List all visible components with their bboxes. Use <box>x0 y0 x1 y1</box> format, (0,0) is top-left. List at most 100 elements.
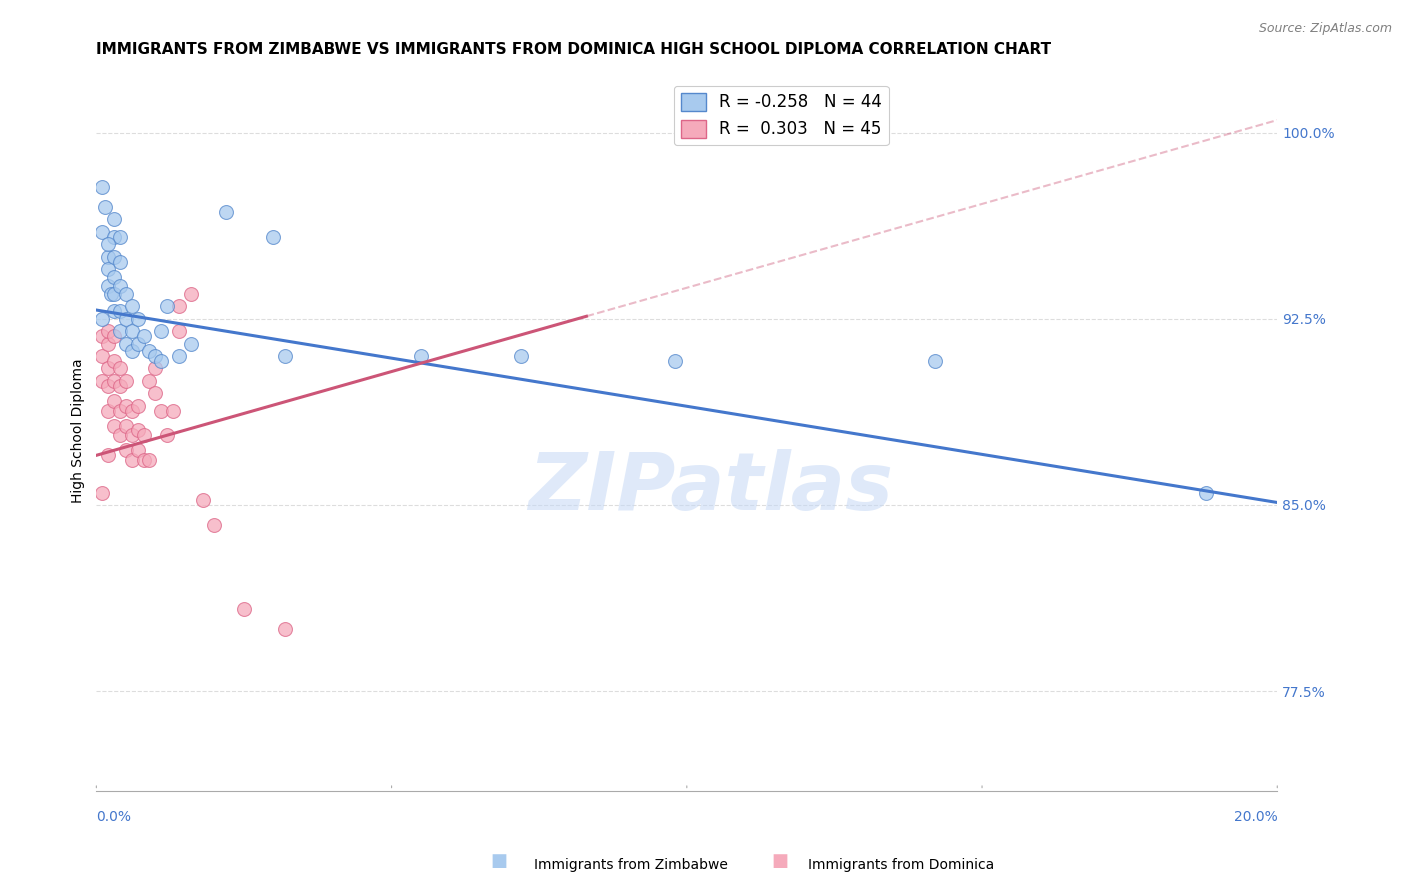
Point <box>145 386 167 401</box>
Point <box>121 299 143 313</box>
Point <box>97 250 120 264</box>
Point <box>103 269 125 284</box>
Point <box>180 286 202 301</box>
Point <box>127 336 149 351</box>
Point <box>103 286 125 301</box>
Point <box>91 311 114 326</box>
Point <box>274 622 297 636</box>
Point <box>115 336 138 351</box>
Y-axis label: High School Diploma: High School Diploma <box>72 359 86 503</box>
Point <box>100 286 122 301</box>
Point <box>115 374 138 388</box>
Point <box>121 344 143 359</box>
Text: IMMIGRANTS FROM ZIMBABWE VS IMMIGRANTS FROM DOMINICA HIGH SCHOOL DIPLOMA CORRELA: IMMIGRANTS FROM ZIMBABWE VS IMMIGRANTS F… <box>97 42 1052 57</box>
Point <box>167 299 190 313</box>
Point <box>97 324 120 338</box>
Point <box>103 418 125 433</box>
Point <box>97 262 120 277</box>
Point <box>94 200 117 214</box>
Point <box>127 424 149 438</box>
Legend: R = -0.258   N = 44, R =  0.303   N = 45: R = -0.258 N = 44, R = 0.303 N = 45 <box>673 86 889 145</box>
Point <box>156 428 179 442</box>
Text: 0.0%: 0.0% <box>97 811 131 824</box>
Point <box>91 349 114 363</box>
Point <box>97 448 120 462</box>
Point <box>215 205 238 219</box>
Point <box>132 428 155 442</box>
Point <box>664 354 686 368</box>
Point <box>121 324 143 338</box>
Point <box>150 324 173 338</box>
Point <box>263 229 285 244</box>
Point <box>97 403 120 417</box>
Point <box>121 453 143 467</box>
Point <box>233 602 256 616</box>
Point <box>167 349 190 363</box>
Point <box>97 279 120 293</box>
Point <box>108 361 131 376</box>
Point <box>108 279 131 293</box>
Text: Source: ZipAtlas.com: Source: ZipAtlas.com <box>1258 22 1392 36</box>
Point <box>97 237 120 252</box>
Point <box>115 399 138 413</box>
Point <box>191 493 214 508</box>
Point <box>138 374 160 388</box>
Point <box>108 254 131 268</box>
Point <box>138 453 160 467</box>
Point <box>91 225 114 239</box>
Point <box>150 403 173 417</box>
Point <box>156 299 179 313</box>
Point <box>138 344 160 359</box>
Point <box>115 418 138 433</box>
Point <box>103 393 125 408</box>
Point <box>97 336 120 351</box>
Point <box>103 374 125 388</box>
Text: Immigrants from Dominica: Immigrants from Dominica <box>808 858 994 872</box>
Point <box>132 329 155 343</box>
Point <box>1195 485 1218 500</box>
Point <box>108 324 131 338</box>
Point <box>167 324 190 338</box>
Point <box>132 453 155 467</box>
Point <box>121 403 143 417</box>
Point <box>115 286 138 301</box>
Point <box>91 374 114 388</box>
Point <box>103 212 125 227</box>
Text: ■: ■ <box>772 852 789 870</box>
Point <box>103 354 125 368</box>
Point <box>274 349 297 363</box>
Point <box>924 354 946 368</box>
Point <box>108 304 131 318</box>
Point <box>97 361 120 376</box>
Point <box>108 378 131 392</box>
Point <box>108 428 131 442</box>
Point <box>145 361 167 376</box>
Point <box>204 517 226 532</box>
Point <box>103 229 125 244</box>
Point <box>103 329 125 343</box>
Point <box>411 349 433 363</box>
Point <box>91 329 114 343</box>
Text: ■: ■ <box>491 852 508 870</box>
Point <box>127 399 149 413</box>
Point <box>97 378 120 392</box>
Point <box>127 443 149 458</box>
Text: ZIPatlas: ZIPatlas <box>527 449 893 527</box>
Point <box>180 336 202 351</box>
Point <box>103 304 125 318</box>
Point <box>103 250 125 264</box>
Point <box>150 354 173 368</box>
Point <box>127 311 149 326</box>
Point <box>145 349 167 363</box>
Point <box>115 443 138 458</box>
Point <box>162 403 184 417</box>
Text: 20.0%: 20.0% <box>1233 811 1277 824</box>
Text: Immigrants from Zimbabwe: Immigrants from Zimbabwe <box>534 858 728 872</box>
Point <box>115 311 138 326</box>
Point <box>510 349 533 363</box>
Point <box>91 485 114 500</box>
Point <box>108 229 131 244</box>
Point <box>121 428 143 442</box>
Point <box>91 180 114 194</box>
Point <box>108 403 131 417</box>
